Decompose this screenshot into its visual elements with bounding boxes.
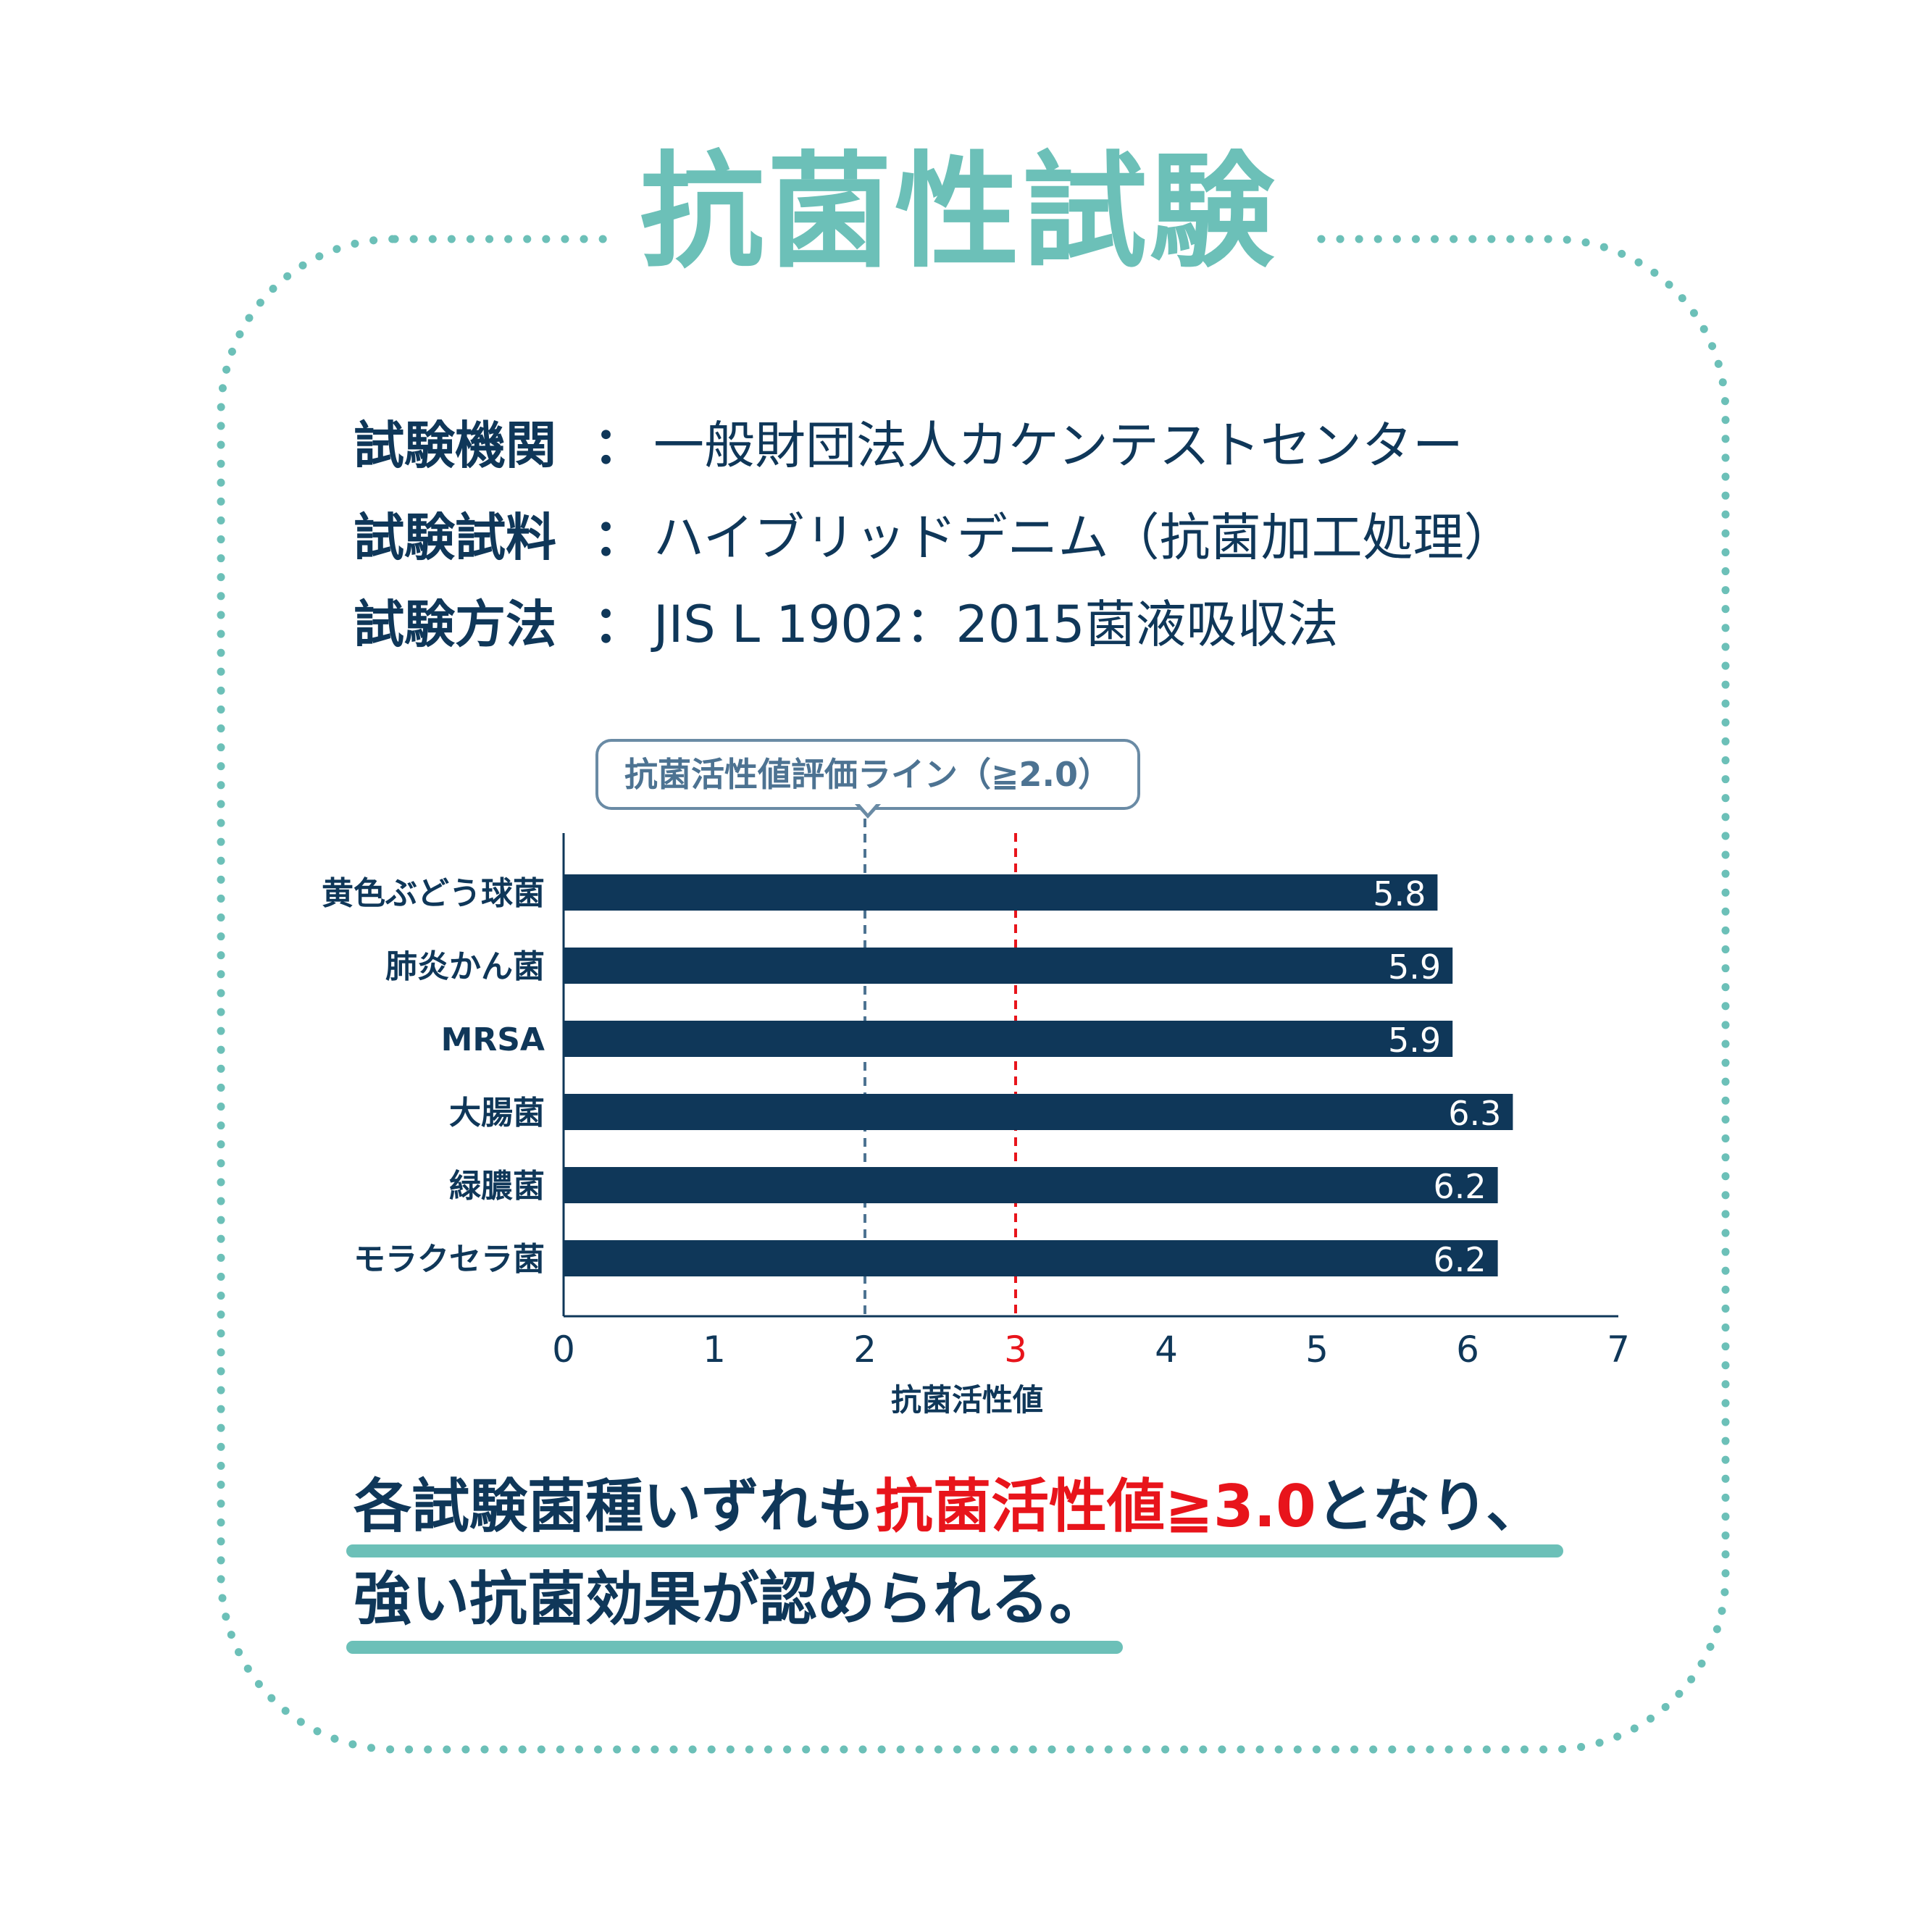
category-label: 肺炎かん菌	[385, 948, 545, 985]
conclusion-text: 強い抗菌効果が認められる。	[354, 1565, 1107, 1633]
x-axis-title: 抗菌活性値	[891, 1382, 1043, 1418]
x-tick-label: 4	[1155, 1329, 1178, 1371]
bar-value-label: 6.3	[1448, 1094, 1501, 1133]
bar-value-label: 5.9	[1388, 948, 1441, 987]
category-label: 緑膿菌	[449, 1168, 545, 1205]
info-row-method: 試験方法 ： JIS L 1902：2015菌液吸収法	[354, 592, 1339, 657]
category-label: 黄色ぶどう球菌	[322, 875, 545, 912]
info-value: ハイブリッドデニム（抗菌加工処理）	[653, 508, 1515, 567]
category-label: 大腸菌	[449, 1095, 545, 1132]
page-title: 抗菌性試験	[607, 129, 1310, 296]
bar	[564, 1240, 1498, 1276]
x-tick-label: 2	[853, 1329, 877, 1371]
x-tick-label: 1	[703, 1329, 726, 1371]
x-tick-label: 7	[1607, 1329, 1630, 1371]
bar	[564, 874, 1438, 911]
info-colon: ：	[593, 595, 644, 654]
info-label: 試験機関	[354, 416, 556, 475]
x-tick-label: 6	[1456, 1329, 1479, 1371]
bar	[564, 1094, 1513, 1130]
bar	[564, 948, 1453, 984]
category-label: モラクセラ菌	[354, 1241, 545, 1278]
callout-pointer-fill	[858, 803, 877, 814]
conclusion-line-2: 強い抗菌効果が認められる。	[354, 1563, 1107, 1636]
bar-value-label: 5.8	[1373, 874, 1426, 913]
bar	[564, 1021, 1453, 1057]
conclusion-text: 各試験菌種いずれも	[354, 1473, 875, 1540]
x-tick-label: 0	[552, 1329, 575, 1371]
info-colon: ：	[593, 416, 644, 475]
info-row-lab: 試験機関 ：一般財団法人カケンテストセンター	[354, 413, 1463, 478]
info-value: 一般財団法人カケンテストセンター	[653, 416, 1463, 475]
category-label: MRSA	[441, 1021, 545, 1058]
bar	[564, 1167, 1498, 1203]
info-colon: ：	[593, 508, 644, 567]
bar-value-label: 6.2	[1433, 1167, 1486, 1206]
info-label: 試験方法	[354, 595, 556, 654]
x-tick-label: 5	[1305, 1329, 1329, 1371]
conclusion-underline-1	[346, 1544, 1563, 1557]
conclusion-highlight: 抗菌活性値≧3.0	[875, 1473, 1316, 1540]
conclusion-underline-2	[346, 1641, 1123, 1654]
info-label: 試験試料	[354, 508, 556, 567]
x-tick-label: 3	[1004, 1329, 1027, 1371]
bar-value-label: 6.2	[1433, 1240, 1486, 1279]
conclusion-text: となり、	[1316, 1473, 1544, 1540]
threshold-callout: 抗菌活性値評価ライン（≧2.0）	[595, 739, 1140, 810]
conclusion-line-1: 各試験菌種いずれも抗菌活性値≧3.0となり、	[354, 1471, 1544, 1543]
info-value: JIS L 1902：2015菌液吸収法	[653, 595, 1339, 654]
info-row-sample: 試験試料 ：ハイブリッドデニム（抗菌加工処理）	[354, 505, 1515, 570]
bar-value-label: 5.9	[1388, 1021, 1441, 1060]
